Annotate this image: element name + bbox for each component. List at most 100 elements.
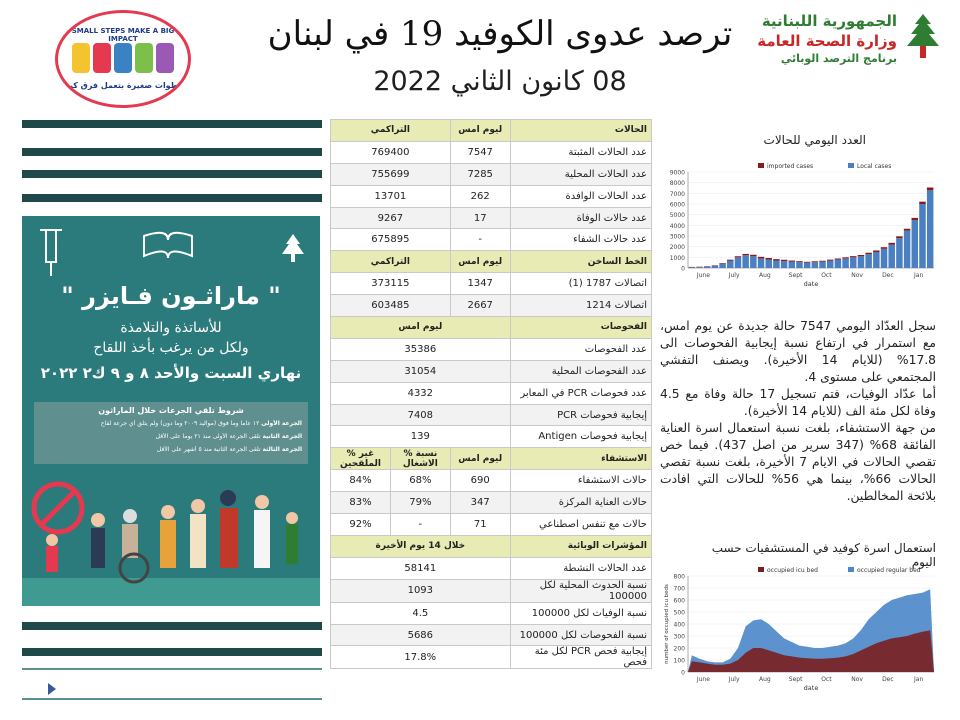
- table-row: 31054 عدد الفحوصات المحلية: [330, 359, 653, 383]
- bar: [734, 256, 742, 258]
- cell-value: 769400: [330, 140, 451, 164]
- bar: [826, 260, 834, 268]
- bar: [880, 248, 888, 268]
- column-header: التراكمي: [330, 119, 451, 142]
- x-axis-label: date: [804, 280, 819, 288]
- bar: [750, 256, 757, 268]
- syringe-icon: [40, 229, 62, 276]
- condition-text: ١٢ عاماً وما فوق (مواليد ٢٠٠٩ وما دون) و…: [100, 420, 260, 427]
- bar: [903, 230, 911, 268]
- x-tick-label: June: [696, 676, 710, 683]
- bar: [857, 254, 865, 257]
- section-title: الفحوصات: [509, 316, 653, 339]
- row-label: عدد الحالات النشطة: [509, 556, 653, 580]
- table-section-header: التراكمي ليوم امس الحالات: [330, 119, 653, 142]
- bar: [834, 259, 842, 268]
- y-tick-label: 8000: [670, 180, 685, 187]
- cell-value: 79%: [389, 491, 451, 515]
- condition-label: الجرعة الأولى: [261, 420, 302, 427]
- row-label: حالات الاستشفاء: [509, 469, 653, 493]
- table-row: 4332 عدد فحوصات PCR في المعابر: [330, 381, 653, 405]
- divider: [22, 148, 322, 156]
- ministry-line3: برنامج الترصد الوبائي: [780, 52, 897, 65]
- table-row: 58141 عدد الحالات النشطة: [330, 556, 653, 580]
- next-slide-arrow-icon[interactable]: [48, 683, 56, 695]
- y-tick-label: 400: [674, 622, 686, 629]
- x-tick-label: July: [728, 272, 740, 279]
- cell-value: -: [389, 513, 451, 536]
- cell-value: 71: [449, 513, 511, 536]
- x-tick-label: June: [696, 272, 710, 279]
- divider: [22, 698, 322, 700]
- cell-value: 7285: [449, 162, 511, 186]
- row-label: إيجابية فحص PCR لكل مئة فحص: [509, 645, 653, 670]
- legend-swatch: [848, 163, 854, 168]
- cell-value: 4332: [330, 381, 511, 405]
- row-label: عدد الحالات الوافدة: [509, 184, 653, 208]
- bar: [773, 260, 780, 268]
- row-label: حالات العناية المركزة: [509, 491, 653, 515]
- table-section-header: % غير الملقحين% نسبة الاشغال ليوم امس الاس…: [330, 447, 653, 471]
- bar: [903, 228, 911, 231]
- row-label: عدد حالات الشفاء: [509, 228, 653, 252]
- bar: [865, 254, 872, 268]
- cell-value: 58141: [330, 556, 511, 580]
- bar: [780, 259, 788, 262]
- cell-value: 4.5: [330, 601, 511, 625]
- row-label: نسبة الحدوث المحلية لكل 100000: [509, 578, 653, 603]
- cell-value: 603485: [330, 294, 451, 318]
- bar: [842, 257, 849, 259]
- cell-value: 262: [449, 184, 511, 208]
- bar: [727, 259, 734, 261]
- table-row: 603485 2667 اتصالات 1214: [330, 294, 653, 318]
- bar: [834, 258, 842, 260]
- vaccination-poster: " ماراثـون فـايزر " للأساتذة والتلامذة و…: [22, 216, 320, 606]
- bar: [750, 254, 757, 257]
- poster-subtitle-1: للأساتذة والتلامذة: [120, 320, 222, 336]
- y-tick-label: 4000: [670, 223, 685, 230]
- cell-value: 84%: [330, 469, 391, 493]
- bar: [803, 261, 811, 263]
- row-label: عدد حالات الوفاة: [509, 206, 653, 230]
- bar: [757, 256, 765, 259]
- bar: [719, 263, 726, 268]
- bar: [888, 242, 895, 245]
- section-title: الخط الساخن: [509, 250, 653, 274]
- cell-value: 92%: [330, 513, 391, 536]
- y-tick-label: 3000: [670, 234, 685, 241]
- x-tick-label: Nov: [851, 272, 863, 279]
- bar: [850, 257, 857, 268]
- bar: [819, 261, 826, 268]
- cell-value: 13701: [330, 184, 451, 208]
- legend-swatch: [758, 567, 764, 572]
- table-row: 35386 عدد الفحوصات: [330, 337, 653, 361]
- legend-label: occupied icu bed: [767, 567, 818, 574]
- ministry-logo: الجمهورية اللبنانية وزارة الصحة العامة ب…: [757, 10, 945, 70]
- bar: [703, 266, 711, 268]
- bar: [711, 265, 719, 266]
- table-row: 1093 نسبة الحدوث المحلية لكل 100000: [330, 578, 653, 603]
- table-row: 83% 79% 347 حالات العناية المركزة: [330, 491, 653, 515]
- x-axis-label: date: [804, 684, 819, 692]
- bar: [919, 201, 926, 204]
- column-header: ليوم امس: [449, 250, 511, 274]
- y-tick-label: 7000: [670, 191, 685, 198]
- section-title: المؤشرات الوبائية: [509, 534, 653, 558]
- row-label: نسبة الوفيات لكل 100000: [509, 601, 653, 625]
- bar: [796, 261, 803, 263]
- summary-paragraph: أما عدّاد الوفيات، فتم تسجيل 17 حالة وفا…: [660, 387, 936, 418]
- cell-value: 7547: [449, 140, 511, 164]
- y-tick-label: 0: [681, 670, 685, 677]
- bar: [873, 252, 880, 268]
- table-row: 92% -71 حالات مع تنفس اصطناعي: [330, 513, 653, 536]
- condition-label: الجرعة الثانية: [262, 433, 302, 440]
- y-tick-label: 200: [674, 646, 686, 653]
- y-tick-label: 300: [674, 634, 686, 641]
- table-row: 373115 1347 اتصالات 1787 (1): [330, 272, 653, 296]
- cell-value: 35386: [330, 337, 511, 361]
- table-section-header: خلال 14 يوم الأخيرة المؤشرات الوبائية: [330, 534, 653, 558]
- bar: [742, 255, 749, 268]
- series-area: [688, 630, 934, 672]
- x-tick-label: Dec: [882, 676, 894, 683]
- table-row: 139 إيجابية فحوصات Antigen: [330, 425, 653, 449]
